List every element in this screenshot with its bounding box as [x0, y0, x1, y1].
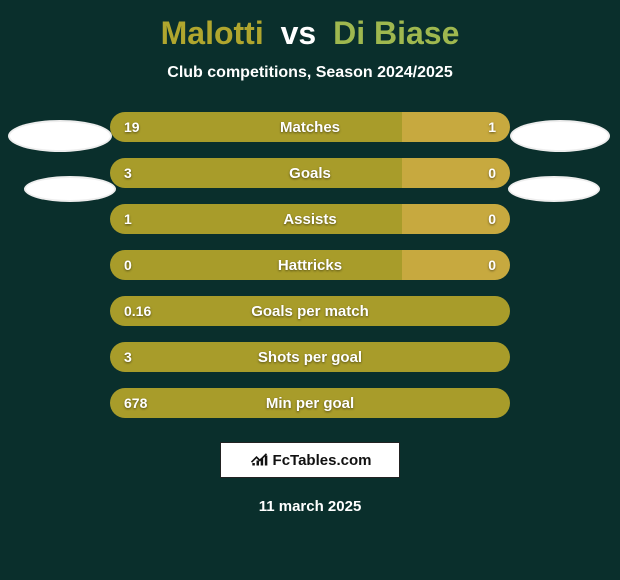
- stat-label: Min per goal: [110, 388, 510, 418]
- player-photo-placeholder: [24, 176, 116, 202]
- stat-row: 191Matches: [110, 112, 510, 142]
- logo-box: FcTables.com: [220, 442, 400, 478]
- stat-label: Matches: [110, 112, 510, 142]
- date: 11 march 2025: [0, 498, 620, 515]
- stat-row: 30Goals: [110, 158, 510, 188]
- player-photo-placeholder: [508, 176, 600, 202]
- stat-label: Goals: [110, 158, 510, 188]
- subtitle: Club competitions, Season 2024/2025: [0, 64, 620, 82]
- comparison-infographic: Malotti vs Di Biase Club competitions, S…: [0, 0, 620, 580]
- stat-label: Assists: [110, 204, 510, 234]
- player-photo-placeholder: [8, 120, 112, 152]
- title-player1: Malotti: [161, 15, 264, 51]
- title: Malotti vs Di Biase: [0, 15, 620, 52]
- logo-text: FcTables.com: [273, 452, 372, 469]
- stat-row: 3Shots per goal: [110, 342, 510, 372]
- stat-label: Hattricks: [110, 250, 510, 280]
- stat-label: Goals per match: [110, 296, 510, 326]
- stat-row: 678Min per goal: [110, 388, 510, 418]
- title-player2: Di Biase: [333, 15, 459, 51]
- stats-rows: 191Matches 30Goals 10Assists 00Hattricks 0.1…: [0, 112, 620, 418]
- stat-row: 10Assists: [110, 204, 510, 234]
- stat-row: 0.16Goals per match: [110, 296, 510, 326]
- chart-icon: [249, 448, 269, 473]
- player-photo-placeholder: [510, 120, 610, 152]
- title-vs: vs: [281, 15, 317, 51]
- stat-row: 00Hattricks: [110, 250, 510, 280]
- stat-label: Shots per goal: [110, 342, 510, 372]
